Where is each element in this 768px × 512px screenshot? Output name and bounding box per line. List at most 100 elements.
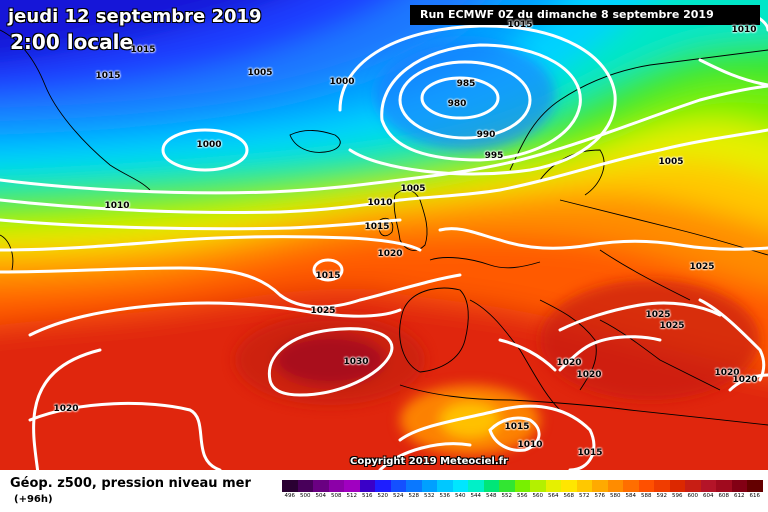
scale-swatch — [545, 480, 561, 492]
isobar-label: 1010 — [517, 440, 543, 450]
isobar-label: 1020 — [53, 404, 79, 414]
scale-label: 524 — [393, 493, 404, 499]
scale-label: 520 — [377, 493, 389, 499]
scale-step: 496 — [282, 480, 298, 502]
scale-label: 580 — [610, 493, 621, 499]
scale-step: 560 — [530, 480, 546, 502]
scale-step: 548 — [483, 480, 499, 502]
scale-step: 556 — [514, 480, 530, 502]
scale-step: 552 — [499, 480, 515, 502]
scale-label: 496 — [284, 493, 296, 499]
isobar-label: 1005 — [658, 157, 684, 167]
scale-swatch — [297, 480, 313, 492]
scale-swatch — [530, 480, 546, 492]
scale-label: 616 — [749, 493, 761, 499]
isobar-label: 1015 — [504, 422, 530, 432]
scale-label: 552 — [501, 493, 513, 499]
scale-label: 556 — [517, 493, 528, 499]
scale-swatch — [468, 480, 484, 492]
color-scale: 496 500 504 508 512 516 520 524 528 532 536 540 544 5… — [282, 480, 763, 502]
scale-swatch — [700, 480, 716, 492]
scale-swatch — [437, 480, 453, 492]
scale-swatch — [607, 480, 623, 492]
scale-swatch — [359, 480, 375, 492]
isobar-label: 1020 — [714, 368, 740, 378]
isobar-label: 1010 — [104, 201, 130, 211]
isobar-label: 1020 — [556, 358, 582, 368]
scale-label: 548 — [486, 493, 497, 499]
scale-label: 612 — [734, 493, 745, 499]
scale-step: 508 — [328, 480, 344, 502]
isobar-label: 1025 — [659, 321, 685, 331]
scale-swatch — [654, 480, 670, 492]
scale-label: 568 — [563, 493, 575, 499]
legend-footer: Géop. z500, pression niveau mer (+96h) 4… — [0, 470, 768, 512]
scale-label: 560 — [532, 493, 544, 499]
scale-swatch — [669, 480, 685, 492]
isobar-label: 1025 — [645, 310, 671, 320]
scale-step: 616 — [747, 480, 763, 502]
scale-label: 528 — [408, 493, 420, 499]
scale-swatch — [483, 480, 499, 492]
scale-step: 588 — [638, 480, 654, 502]
isobar-label: 1010 — [367, 198, 393, 208]
run-banner: Run ECMWF 0Z du dimanche 8 septembre 201… — [410, 5, 760, 25]
scale-swatch — [282, 480, 298, 492]
isobar-label: 1010 — [731, 25, 757, 35]
scale-label: 540 — [455, 493, 466, 499]
scale-step: 600 — [685, 480, 701, 502]
isobar-label: 1015 — [95, 71, 121, 81]
scale-step: 500 — [297, 480, 313, 502]
isobar-label: 1015 — [315, 271, 341, 281]
scale-swatch — [623, 480, 639, 492]
scale-label: 588 — [641, 493, 652, 499]
scale-label: 604 — [703, 493, 714, 499]
scale-step: 544 — [468, 480, 484, 502]
scale-step: 532 — [421, 480, 437, 502]
scale-swatch — [716, 480, 732, 492]
isobar-label: 1025 — [310, 306, 336, 316]
scale-step: 576 — [592, 480, 608, 502]
isobar-label: 1015 — [507, 20, 533, 30]
scale-step: 572 — [576, 480, 592, 502]
scale-label: 576 — [594, 493, 606, 499]
scale-label: 532 — [424, 493, 435, 499]
map-canvas — [0, 0, 768, 470]
scale-label: 600 — [687, 493, 699, 499]
isobar-label: 985 — [456, 79, 476, 89]
isobar-label: 995 — [484, 151, 504, 161]
isobar-label: 1005 — [247, 68, 273, 78]
isobars — [0, 6, 768, 470]
isobar-label: 1020 — [377, 249, 403, 259]
scale-swatch — [561, 480, 577, 492]
isobar-label: 1020 — [732, 375, 758, 385]
scale-step: 512 — [344, 480, 360, 502]
scale-swatch — [514, 480, 530, 492]
scale-swatch — [638, 480, 654, 492]
scale-step: 564 — [545, 480, 561, 502]
scale-swatch — [731, 480, 747, 492]
scale-swatch — [421, 480, 437, 492]
scale-step: 608 — [716, 480, 732, 502]
scale-step: 596 — [669, 480, 685, 502]
scale-label: 544 — [470, 493, 482, 499]
scale-step: 516 — [359, 480, 375, 502]
scale-step: 520 — [375, 480, 391, 502]
isobar-label: 1000 — [329, 77, 355, 87]
scale-swatch — [406, 480, 422, 492]
isobar-label: 1025 — [689, 262, 715, 272]
scale-step: 580 — [607, 480, 623, 502]
scale-swatch — [452, 480, 468, 492]
scale-step: 528 — [406, 480, 422, 502]
forecast-time: 2:00 locale — [10, 30, 134, 54]
scale-swatch — [747, 480, 763, 492]
weather-map: jeudi 12 septembre 2019 2:00 locale Run … — [0, 0, 768, 470]
isobar-label: 1005 — [400, 184, 426, 194]
isobar-label: 1000 — [196, 140, 222, 150]
scale-label: 564 — [548, 493, 559, 499]
scale-swatch — [576, 480, 592, 492]
scale-step: 536 — [437, 480, 453, 502]
scale-label: 516 — [362, 493, 373, 499]
scale-step: 524 — [390, 480, 406, 502]
scale-label: 592 — [656, 493, 668, 499]
